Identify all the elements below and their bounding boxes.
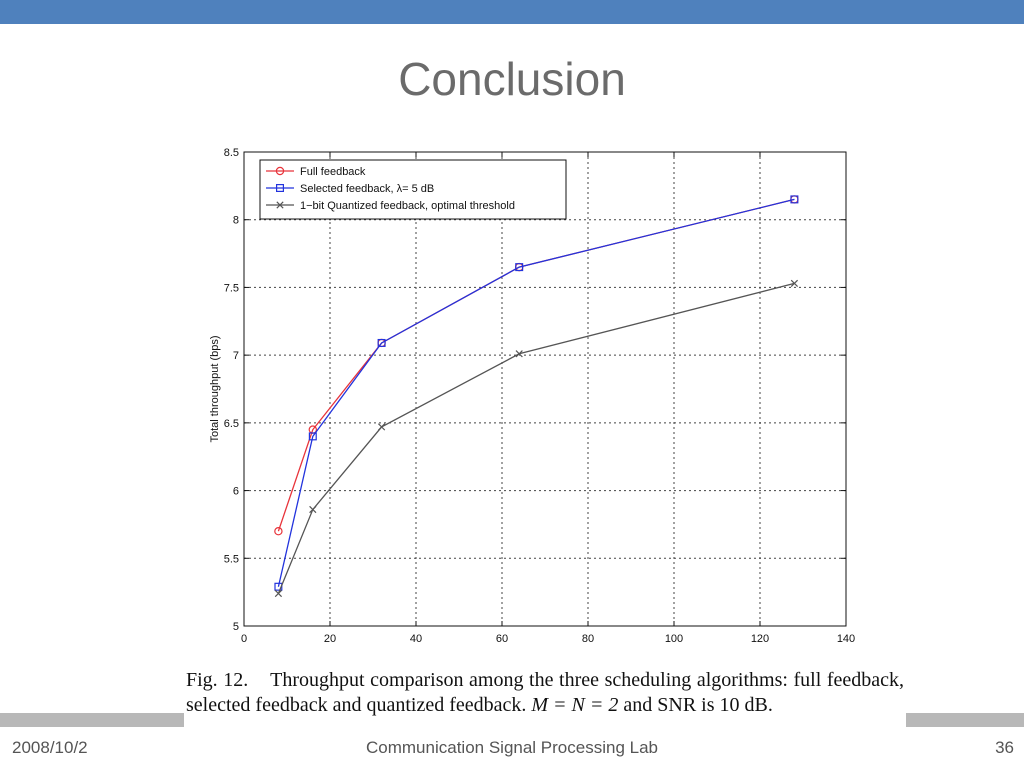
series-0-point	[274, 527, 283, 536]
series-line-0	[277, 198, 795, 532]
legend-box	[259, 159, 567, 220]
y-tick-label: 5.5	[224, 553, 239, 565]
plot-frame	[243, 151, 847, 627]
series-1-point	[377, 338, 386, 347]
throughput-chart: 0 20 40 60 80 100 120 140 5 5.5 6 6.5 7 7.5 8 8.5 Total …	[200, 140, 860, 650]
series-2-point	[274, 589, 283, 598]
caption-math: M = N = 2	[531, 694, 619, 716]
footer-band-right	[906, 713, 1024, 727]
caption-text-b: and SNR is 10 dB.	[623, 694, 773, 716]
x-tick-label: 140	[837, 633, 855, 645]
x-tick-label: 20	[324, 633, 336, 645]
legend-label-1: Selected feedback, λ= 5 dB	[300, 183, 434, 195]
legend-label-0: Full feedback	[300, 166, 366, 178]
caption-fig-label: Fig. 12.	[186, 669, 249, 691]
figure-caption: Fig. 12. Throughput comparison among the…	[186, 668, 904, 718]
legend-marker-2	[276, 201, 284, 209]
footer-band-left	[0, 713, 184, 727]
footer-page-number: 36	[995, 738, 1014, 757]
series-1-point	[790, 195, 799, 204]
series-2-point	[309, 505, 317, 514]
footer-lab-name: Communication Signal Processing Lab	[366, 738, 658, 757]
y-tick-label: 6	[233, 486, 239, 498]
series-1-point	[515, 263, 524, 272]
y-axis-label: Total throughput (bps)	[209, 335, 221, 442]
y-tick-label: 7.5	[224, 282, 239, 294]
series-2-point	[377, 423, 386, 431]
y-tick-label: 5	[233, 621, 239, 633]
x-tick-label: 60	[496, 633, 508, 645]
footer-date: 2008/10/2	[12, 738, 88, 757]
series-1-point	[308, 432, 317, 441]
chart-svg: 0 20 40 60 80 100 120 140 5 5.5 6 6.5 7 7.5 8 8.5 Total …	[209, 147, 855, 645]
slide-title: Conclusion	[398, 53, 626, 105]
x-tick-label: 0	[241, 633, 247, 645]
series-line-1	[277, 198, 795, 587]
x-tick-label: 120	[751, 633, 769, 645]
y-tick-label: 8.5	[224, 147, 239, 159]
y-tick-label: 7	[233, 350, 239, 362]
legend-marker-0	[275, 166, 285, 176]
x-tick-label: 40	[410, 633, 422, 645]
caption-text-a: Throughput comparison among the three sc…	[186, 669, 904, 716]
series-2-point	[790, 279, 799, 287]
series-line-2	[277, 282, 795, 594]
legend-label-2: 1−bit Quantized feedback, optimal thresh…	[300, 200, 515, 212]
legend-marker-1	[275, 183, 284, 192]
y-tick-label: 6.5	[224, 418, 239, 430]
series-2-point	[515, 350, 523, 358]
x-tick-label: 100	[665, 633, 683, 645]
top-accent-bar	[0, 0, 1024, 24]
x-tick-label: 80	[582, 633, 594, 645]
y-tick-label: 8	[233, 215, 239, 227]
